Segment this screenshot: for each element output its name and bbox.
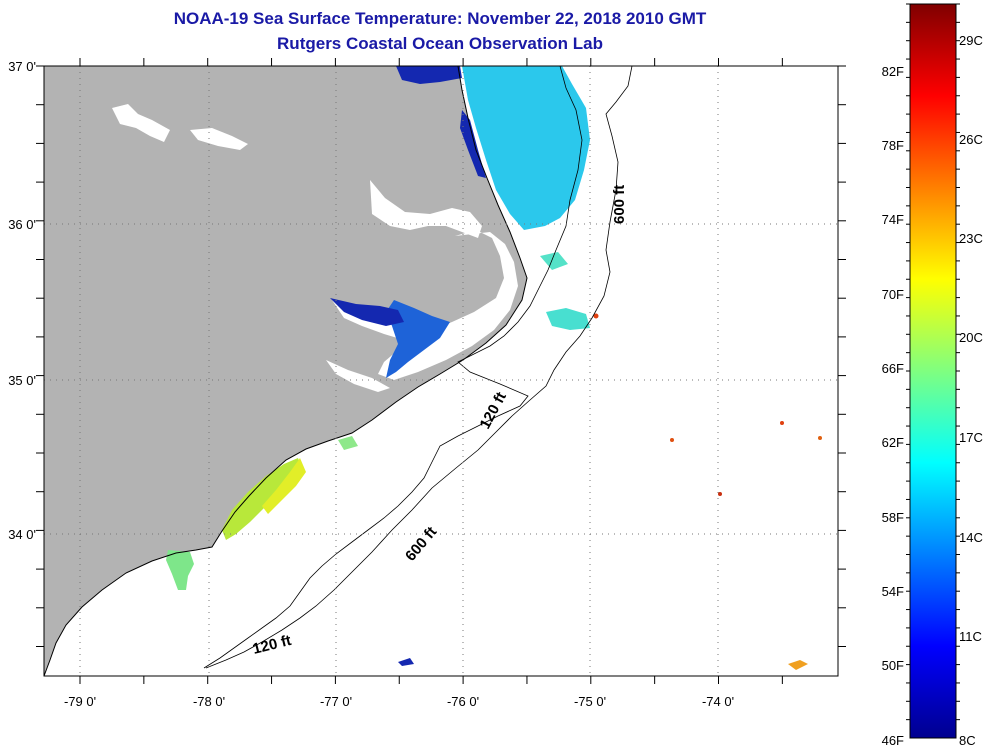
cb-label-46f: 46F (882, 733, 904, 748)
cb-label-70f: 70F (882, 287, 904, 302)
lat-label-34: 34 0' (8, 527, 36, 542)
contour-600ft (205, 66, 633, 669)
sst-cyan-edge (540, 252, 568, 270)
sst-cyan-north (462, 66, 590, 230)
latitude-labels: 37 0' 36 0' 35 0' 34 0' (8, 59, 36, 542)
cb-label-29c: 29C (959, 33, 983, 48)
cb-label-66f: 66F (882, 361, 904, 376)
sst-yellow (262, 458, 306, 514)
colorbar-fahrenheit-labels: 82F 78F 74F 70F 66F 62F 58F 54F 50F 46F (882, 64, 904, 748)
sst-navy-pamlico (330, 298, 404, 326)
map-frame (43, 65, 839, 677)
colorbar (909, 3, 957, 739)
sst-navy-currituck (460, 110, 486, 178)
contour-label-600-north: 600 ft (611, 185, 628, 224)
cb-label-14c: 14C (959, 530, 983, 545)
lat-label-35: 35 0' (8, 373, 36, 388)
sst-warm-pixel-4 (780, 421, 784, 425)
lat-label-36: 36 0' (8, 217, 36, 232)
cb-label-62f: 62F (882, 435, 904, 450)
lat-lon-grid (44, 66, 838, 676)
lon-label-77: -77 0' (320, 694, 352, 709)
land-mass (44, 66, 527, 676)
map-title: NOAA-19 Sea Surface Temperature: Novembe… (173, 9, 707, 28)
sst-yellowgreen (222, 458, 302, 540)
cb-label-20c: 20C (959, 330, 983, 345)
sst-warm-pixel-2 (670, 438, 674, 442)
colorbar-celsius-labels: 29C 26C 23C 20C 17C 14C 11C 8C (959, 33, 983, 748)
axis-ticks (36, 58, 846, 684)
lon-label-74: -74 0' (702, 694, 734, 709)
lon-label-78: -78 0' (193, 694, 225, 709)
lon-label-79: -79 0' (64, 694, 96, 709)
inland-lake-2 (190, 128, 248, 150)
cb-label-82f: 82F (882, 64, 904, 79)
sst-green-outer (338, 436, 358, 450)
sst-cyan-mid (546, 308, 590, 330)
lat-label-37: 37 0' (8, 59, 36, 74)
contour-label-120-mid: 120 ft (477, 389, 510, 432)
cb-label-74f: 74F (882, 212, 904, 227)
contour-label-120-south: 120 ft (251, 632, 293, 658)
map-subtitle: Rutgers Coastal Ocean Observation Lab (277, 34, 603, 53)
neuse-river (326, 360, 390, 392)
cb-label-17c: 17C (959, 430, 983, 445)
colorbar-ticks (906, 3, 960, 721)
contour-120ft (203, 66, 583, 669)
cb-label-11c: 11C (959, 629, 982, 644)
cb-label-50f: 50F (882, 658, 904, 673)
contour-label-600-mid: 600 ft (402, 524, 440, 565)
lon-label-76: -76 0' (447, 694, 479, 709)
cb-label-58f: 58F (882, 510, 904, 525)
coastline (44, 66, 528, 676)
longitude-labels: -79 0' -78 0' -77 0' -76 0' -75 0' -74 0… (64, 694, 734, 709)
sst-warm-pixel-5 (818, 436, 822, 440)
sst-warm-pixel-1 (593, 313, 599, 319)
sst-navy-south (398, 658, 414, 666)
lon-label-75: -75 0' (574, 694, 606, 709)
cb-label-8c: 8C (959, 733, 976, 748)
cb-label-54f: 54F (882, 584, 904, 599)
cb-label-78f: 78F (882, 138, 904, 153)
sst-navy-north (396, 66, 462, 84)
sst-green-onslow (166, 550, 194, 590)
cb-label-26c: 26C (959, 132, 983, 147)
cb-label-23c: 23C (959, 231, 983, 246)
sst-warm-patch-se (788, 660, 808, 670)
inland-lake-1 (112, 104, 170, 142)
sst-warm-pixel-3 (718, 492, 722, 496)
